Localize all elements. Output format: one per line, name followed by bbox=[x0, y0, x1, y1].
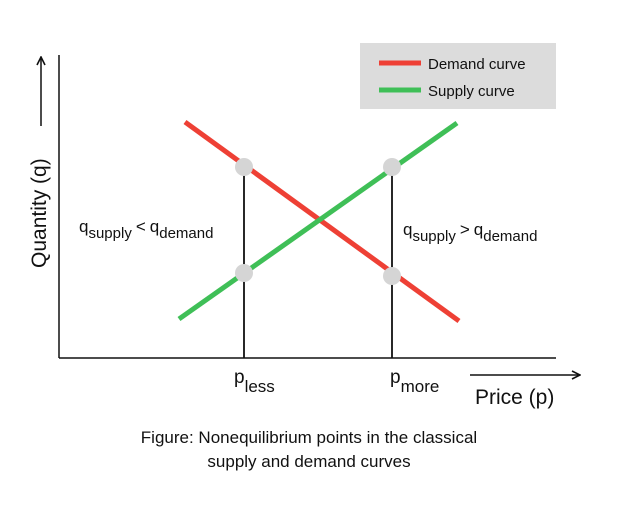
caption-line-2: supply and demand curves bbox=[207, 452, 411, 471]
demand-point-p-less bbox=[235, 158, 253, 176]
figure-caption: Figure: Nonequilibrium points in the cla… bbox=[0, 426, 618, 474]
annotation-supply-greater-than-demand: qsupply > qdemand bbox=[403, 220, 537, 245]
legend-box bbox=[360, 43, 556, 109]
supply-point-p-more bbox=[383, 158, 401, 176]
demand-curve bbox=[183, 119, 461, 324]
x-axis-label: Price (p) bbox=[475, 386, 554, 409]
supply-curve bbox=[177, 120, 459, 322]
legend-demand-label: Demand curve bbox=[428, 56, 526, 73]
caption-line-1: Figure: Nonequilibrium points in the cla… bbox=[140, 428, 478, 447]
annotation-supply-less-than-demand: qsupply < qdemand bbox=[79, 217, 213, 242]
tick-label-p-less: pless bbox=[234, 367, 275, 396]
tick-label-p-more: pmore bbox=[390, 367, 439, 396]
y-axis-label: Quantity (q) bbox=[28, 158, 51, 268]
legend-supply-label: Supply curve bbox=[428, 83, 515, 100]
supply-point-p-less bbox=[235, 264, 253, 282]
demand-point-p-more bbox=[383, 267, 401, 285]
legend: Demand curve Supply curve bbox=[360, 43, 556, 109]
